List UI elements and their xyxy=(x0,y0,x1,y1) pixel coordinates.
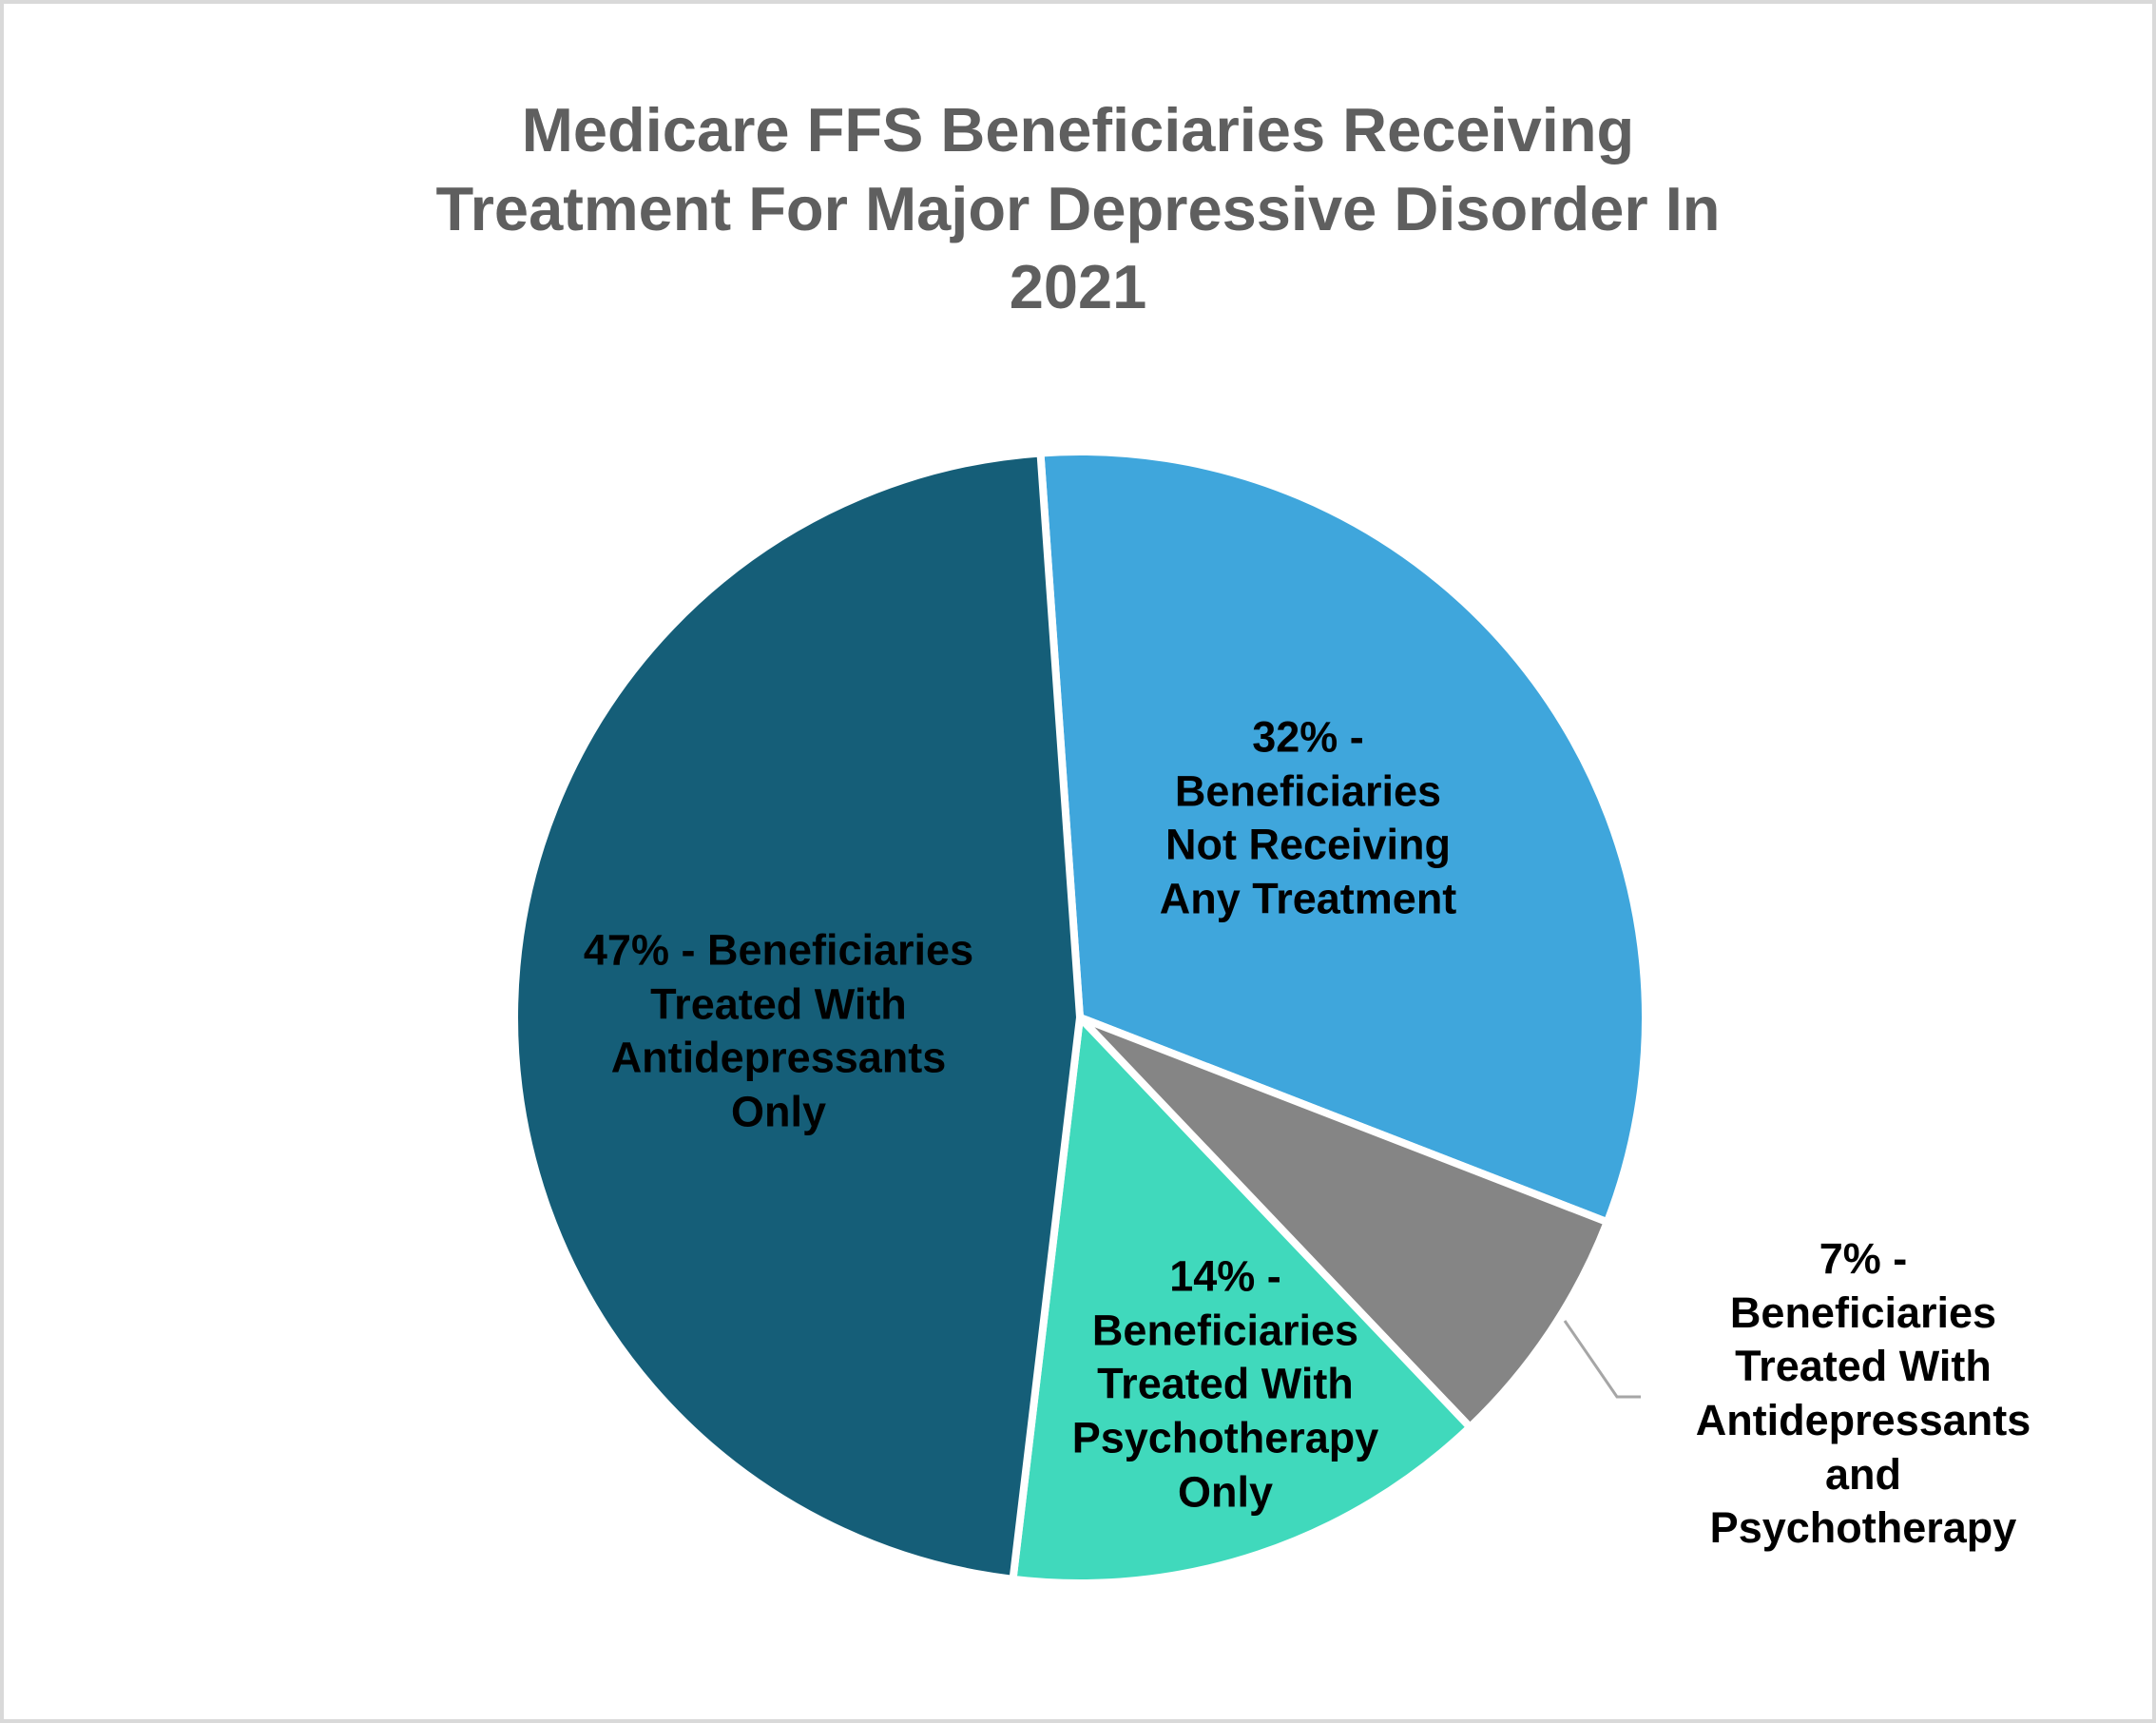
pie-chart xyxy=(510,448,1649,1587)
pie-slice-14pct xyxy=(1009,1014,1474,1587)
slice-callout-not-receiving-treatment: 32% - Beneficiaries Not Receiving Any Tr… xyxy=(1159,712,1457,923)
chart-title: Medicare FFS Beneficiaries Receiving Tre… xyxy=(435,95,1721,322)
slice-callout-antidepressants-only: 47% - Beneficiaries Treated With Antidep… xyxy=(583,925,974,1136)
leader-line-7pct xyxy=(1563,1320,1641,1399)
pie-slice-32pct xyxy=(1036,448,1649,1227)
pie-slice-7pct xyxy=(1076,1014,1611,1431)
pie-slice-47pct xyxy=(510,449,1084,1583)
pie-slices xyxy=(510,448,1649,1587)
slice-callout-psychotherapy-only: 14% - Beneficiaries Treated With Psychot… xyxy=(1071,1251,1379,1517)
slice-callout-antidepressants-and-psychotherapy: 7% - Beneficiaries Treated With Antidepr… xyxy=(1695,1233,2031,1553)
